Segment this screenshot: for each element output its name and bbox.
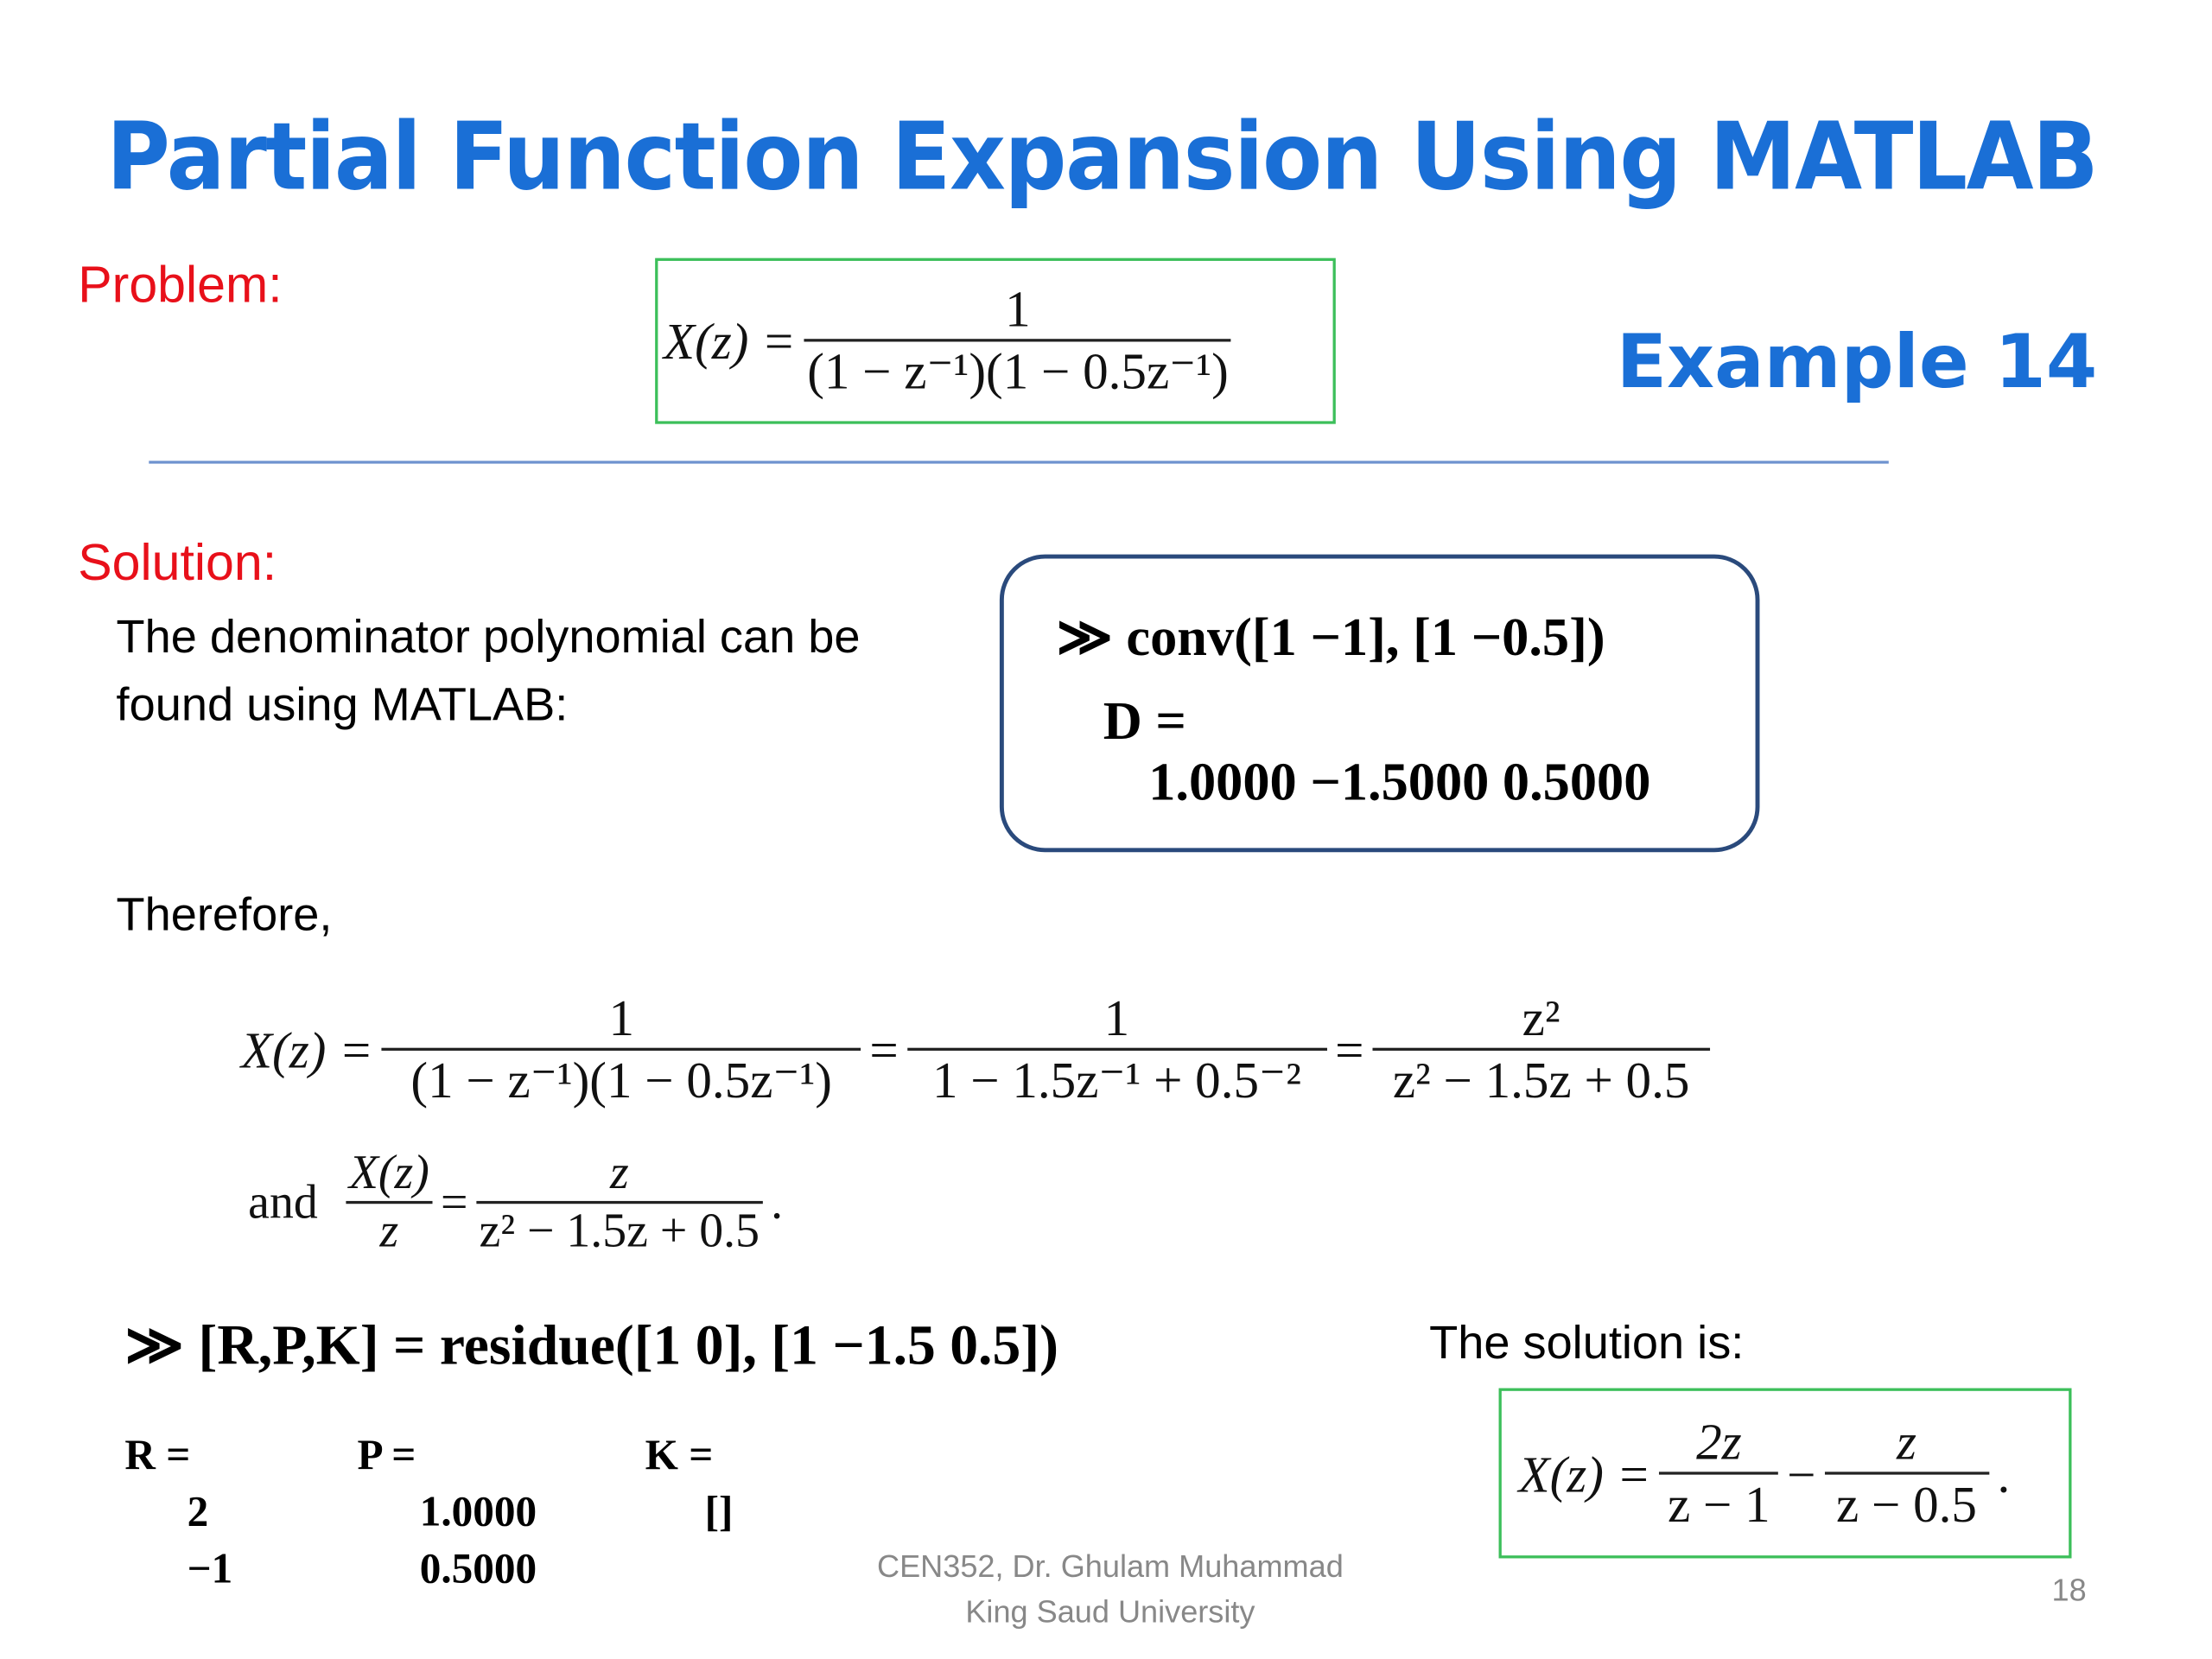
denominator: (1 − z⁻¹)(1 − 0.5z⁻¹) bbox=[381, 1048, 861, 1112]
numerator: 1 bbox=[608, 989, 634, 1047]
denominator: z² − 1.5z + 0.5 bbox=[476, 1201, 763, 1262]
denominator: z − 0.5 bbox=[1824, 1471, 1989, 1536]
p-value-2: 0.5000 bbox=[419, 1545, 537, 1592]
denominator: (1 − z⁻¹)(1 − 0.5z⁻¹) bbox=[804, 339, 1232, 404]
r-value-1: 2 bbox=[187, 1489, 209, 1536]
numerator: 1 bbox=[1103, 989, 1130, 1047]
numerator: X(z) bbox=[348, 1147, 429, 1200]
page-number: 18 bbox=[2051, 1572, 2087, 1608]
fraction: X(z) z bbox=[346, 1146, 433, 1262]
numerator: 1 bbox=[1005, 280, 1031, 338]
period: . bbox=[1997, 1446, 2011, 1503]
eq-lhs: X(z) = bbox=[1518, 1446, 1651, 1503]
p-label: P = bbox=[357, 1432, 416, 1479]
footer-line-2: King Saud University bbox=[965, 1593, 1255, 1630]
and-text: and bbox=[248, 1176, 318, 1230]
problem-equation-box: X(z) = 1 (1 − z⁻¹)(1 − 0.5z⁻¹) bbox=[655, 257, 1336, 424]
solution-label: Solution: bbox=[78, 533, 277, 592]
p-value-1: 1.0000 bbox=[419, 1489, 537, 1536]
eq-lhs: X(z) = bbox=[240, 1022, 374, 1080]
residue-command: ≫ [R,P,K] = residue([1 0], [1 −1.5 0.5]) bbox=[124, 1313, 1059, 1377]
numerator: 2z bbox=[1696, 1414, 1742, 1471]
k-value: [] bbox=[704, 1489, 734, 1536]
fraction: 2z z − 1 bbox=[1659, 1414, 1779, 1536]
fraction: z² z² − 1.5z + 0.5 bbox=[1372, 989, 1710, 1112]
equals: = bbox=[440, 1176, 468, 1230]
matlab-output-box: ≫ conv([1 −1], [1 −0.5]) D = 1.0000 −1.5… bbox=[999, 554, 1760, 853]
d-result: 1.0000 −1.5000 0.5000 bbox=[1148, 753, 1651, 813]
example-label: Example 14 bbox=[1616, 320, 2098, 406]
equation-xz-over-z: and X(z) z = z z² − 1.5z + 0.5 . bbox=[248, 1146, 783, 1262]
denominator: z bbox=[346, 1201, 433, 1262]
equals: = bbox=[869, 1022, 899, 1080]
period: . bbox=[771, 1176, 784, 1230]
numerator: z bbox=[609, 1147, 629, 1200]
footer-line-1: CEN352, Dr. Ghulam Muhammad bbox=[877, 1548, 1344, 1584]
numerator: z² bbox=[1522, 989, 1560, 1047]
conv-command: ≫ conv([1 −1], [1 −0.5]) bbox=[1056, 607, 1605, 668]
slide-title: Partial Function Expansion Using MATLAB bbox=[106, 102, 2099, 212]
therefore-text: Therefore, bbox=[116, 887, 333, 940]
denominator: 1 − 1.5z⁻¹ + 0.5⁻² bbox=[906, 1048, 1327, 1112]
d-variable: D = bbox=[1103, 691, 1186, 752]
minus: − bbox=[1787, 1446, 1816, 1503]
r-label: R = bbox=[124, 1432, 191, 1479]
intro-line-1: The denominator polynomial can be bbox=[116, 609, 861, 663]
divider bbox=[149, 461, 1889, 464]
fraction: z z − 0.5 bbox=[1824, 1414, 1989, 1536]
numerator: z bbox=[1896, 1414, 1916, 1471]
problem-label: Problem: bbox=[78, 255, 283, 314]
fraction: 1 1 − 1.5z⁻¹ + 0.5⁻² bbox=[906, 989, 1327, 1112]
solution-equation-box: X(z) = 2z z − 1 − z z − 0.5 . bbox=[1498, 1388, 2072, 1559]
equation-expansion: X(z) = 1 (1 − z⁻¹)(1 − 0.5z⁻¹) = 1 1 − 1… bbox=[241, 989, 1719, 1112]
denominator: z² − 1.5z + 0.5 bbox=[1372, 1048, 1710, 1112]
solution-is-text: The solution is: bbox=[1429, 1315, 1745, 1369]
fraction: 1 (1 − z⁻¹)(1 − 0.5z⁻¹) bbox=[804, 280, 1232, 404]
k-label: K = bbox=[645, 1432, 714, 1479]
fraction: 1 (1 − z⁻¹)(1 − 0.5z⁻¹) bbox=[381, 989, 861, 1112]
intro-line-2: found using MATLAB: bbox=[116, 677, 569, 731]
denominator: z − 1 bbox=[1659, 1471, 1779, 1536]
fraction: z z² − 1.5z + 0.5 bbox=[476, 1146, 763, 1262]
eq-lhs: X(z) = bbox=[663, 314, 797, 371]
equals: = bbox=[1335, 1022, 1364, 1080]
r-value-2: −1 bbox=[187, 1545, 233, 1592]
